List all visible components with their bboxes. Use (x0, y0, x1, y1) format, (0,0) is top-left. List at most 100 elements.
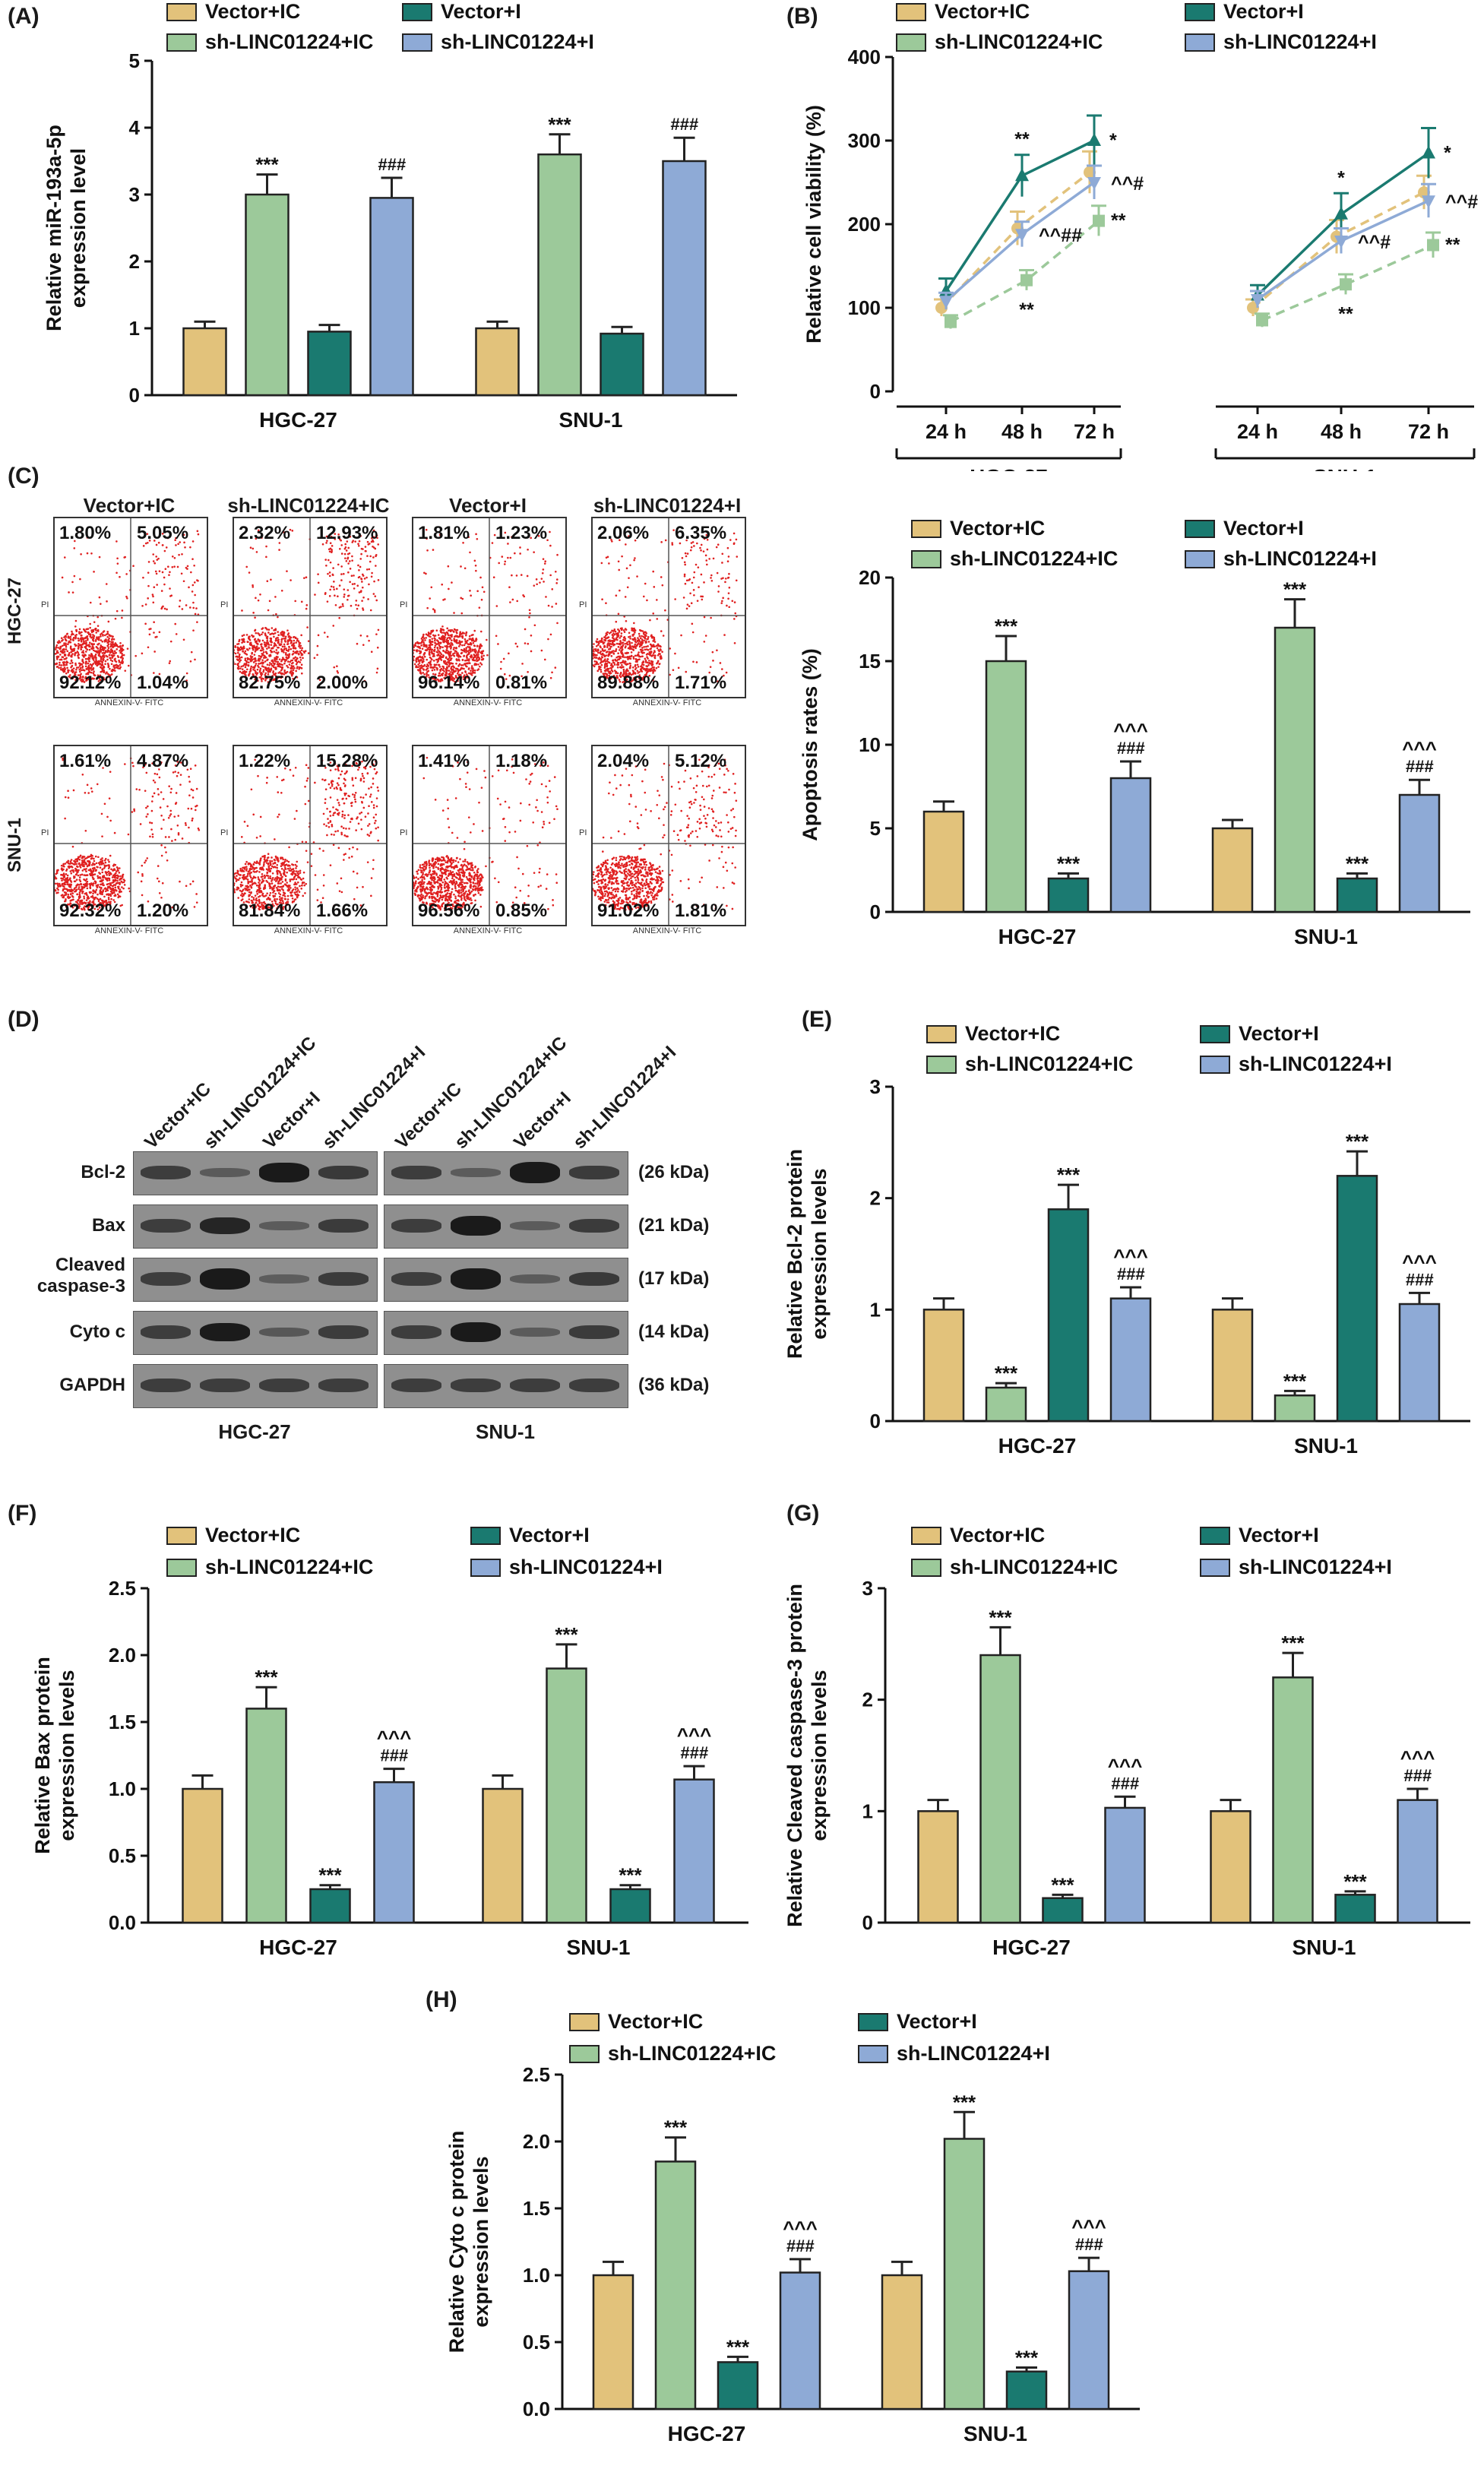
flow-dot-0-3-662 (607, 654, 609, 657)
flow-dot-0-1-481 (245, 653, 248, 656)
flow-dot-0-0-636 (91, 654, 94, 657)
flow-dot-0-2-621 (443, 662, 446, 664)
flow-dot-0-1-742 (290, 647, 293, 650)
flow-dot-0-2-128 (449, 674, 451, 676)
chart-a-legend-label-0: Vector+IC (205, 0, 300, 23)
flow-dot-1-0-169 (150, 828, 153, 831)
flow-dot-0-0-135 (169, 571, 171, 574)
flow-dot-1-0-751 (81, 869, 84, 872)
flow-dot-0-0-40 (65, 663, 68, 666)
flow-dot-0-2-661 (429, 638, 431, 641)
flow-dot-0-1-758 (337, 671, 340, 674)
flow-dot-1-0-561 (174, 764, 177, 767)
chart-g-bar-2-1 (1334, 1894, 1376, 1924)
flow-dot-0-1-819 (290, 636, 293, 639)
flow-dot-1-0-68 (114, 886, 117, 889)
flow-dot-0-2-293 (439, 674, 441, 677)
flow-dot-0-1-403 (357, 564, 359, 567)
flow-dot-0-1-666 (286, 570, 288, 572)
flow-dot-0-2-680 (454, 650, 457, 652)
flow-dot-0-1-433 (376, 646, 379, 649)
flow-dot-0-2-49 (465, 673, 468, 676)
flow-dot-0-1-283 (314, 594, 316, 596)
chart-f-sig-3-0-0: ^^^ (377, 1727, 412, 1749)
flow-dot-0-2-673 (451, 672, 454, 674)
flow-dot-0-0-454 (63, 642, 65, 644)
flow-dot-0-2-584 (429, 647, 432, 650)
flow-dot-0-0-436 (94, 654, 97, 656)
flow-dot-0-1-787 (355, 600, 358, 602)
flow-dot-0-0-855 (90, 654, 92, 657)
flow-dot-0-2-747 (457, 656, 460, 658)
flow-dot-0-1-797 (340, 539, 342, 542)
flow-dot-0-0-803 (162, 605, 164, 608)
flow-dot-0-2-751 (480, 598, 483, 601)
chart-c-ytick-label-3: 15 (859, 650, 881, 673)
flow-dot-1-0-755 (191, 880, 195, 883)
chart-c-sig-1-0-0: *** (995, 615, 1018, 638)
flow-scatter-0-0 (55, 518, 207, 697)
flow-dot-0-0-478 (100, 657, 103, 659)
flow-dot-1-0-672 (62, 877, 64, 880)
flow-dot-0-3-186 (686, 552, 689, 555)
flow-dot-0-0-851 (120, 662, 122, 664)
flow-dot-1-0-347 (69, 860, 72, 863)
flow-dot-0-2-786 (423, 673, 426, 676)
flow-dot-0-1-509 (365, 576, 368, 579)
flow-dot-1-0-545 (122, 873, 125, 876)
flow-dot-0-2-505 (453, 628, 456, 631)
flow-dot-0-2-744 (495, 635, 498, 638)
flow-dot-0-0-565 (107, 643, 110, 646)
flow-dot-0-1-470 (377, 579, 380, 581)
flow-dot-0-3-39 (602, 673, 605, 675)
flow-dot-0-2-101 (466, 639, 469, 642)
flow-dot-0-1-860 (274, 638, 277, 640)
flow-dot-0-1-824 (237, 642, 240, 645)
flow-dot-0-1-133 (255, 645, 258, 647)
chart-b-xtick-label-1-0: 24 h (1237, 420, 1278, 443)
flow-dot-0-3-647 (634, 641, 638, 644)
flow-dot-0-1-400 (283, 669, 286, 672)
flow-dot-0-2-753 (469, 649, 471, 651)
flow-dot-0-3-868 (606, 644, 609, 647)
flow-dot-0-2-672 (445, 672, 448, 675)
flow-dot-0-0-310 (183, 541, 185, 544)
flow-dot-0-3-807 (651, 654, 654, 657)
flow-dot-0-2-474 (542, 558, 545, 560)
flow-dot-1-0-27 (144, 861, 146, 864)
flow-dot-1-0-776 (81, 890, 84, 893)
flow-dot-0-3-164 (650, 634, 653, 637)
flow-dot-0-1-408 (267, 669, 271, 673)
flow-dot-0-0-370 (84, 637, 87, 640)
chart-b-point-2-0-1 (1015, 168, 1029, 182)
flow-dot-1-0-544 (105, 904, 108, 907)
flow-dot-0-1-690 (270, 679, 273, 682)
flow-dot-0-0-811 (74, 643, 76, 646)
flow-dot-0-1-635 (272, 671, 274, 674)
flow-dot-0-3-108 (615, 594, 618, 597)
flow-dot-0-3-652 (631, 641, 633, 644)
flow-dot-0-1-834 (282, 632, 284, 635)
flow-dot-0-0-871 (62, 638, 64, 641)
flow-scatter-0-3 (593, 518, 745, 697)
flow-dot-0-2-690 (426, 634, 429, 637)
flow-dot-0-0-785 (115, 644, 119, 647)
flow-dot-0-0-885 (175, 537, 177, 540)
flow-dot-0-1-417 (291, 653, 294, 656)
flow-dot-0-0-462 (119, 650, 121, 652)
flow-dot-0-3-891 (629, 663, 631, 665)
flow-dot-0-1-241 (347, 546, 350, 549)
flow-dot-0-1-452 (372, 556, 375, 559)
flow-dot-1-0-543 (174, 771, 176, 773)
flow-dot-0-0-721 (73, 674, 76, 677)
flow-dot-0-0-838 (106, 632, 109, 635)
flow-dot-0-3-837 (625, 670, 628, 673)
flow-dot-0-2-543 (449, 644, 452, 647)
flow-quadrant-pct-0-3-1: 6.35% (675, 523, 727, 543)
flow-dot-0-3-65 (709, 666, 712, 668)
flow-dot-0-2-219 (438, 533, 441, 537)
flow-dot-1-0-458 (99, 866, 102, 869)
chart-c-sig-2-1-0: *** (1346, 852, 1369, 875)
flow-dot-0-2-529 (536, 583, 538, 586)
chart-b-group-label-0: HGC-27 (970, 465, 1048, 471)
